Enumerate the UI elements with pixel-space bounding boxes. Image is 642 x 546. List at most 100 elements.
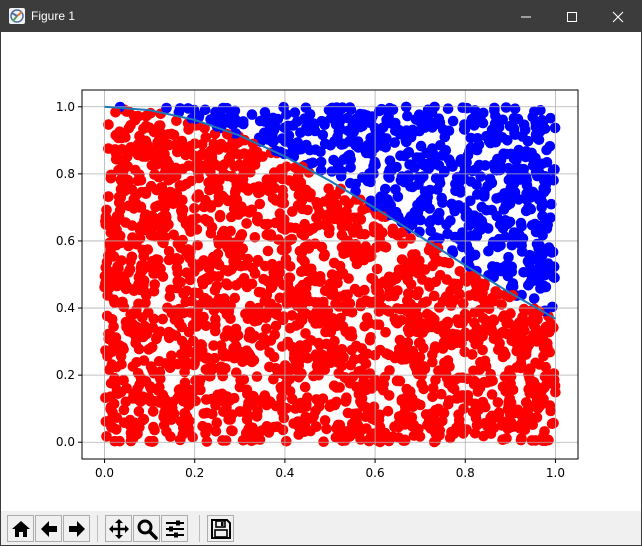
scatter-point	[147, 255, 158, 267]
scatter-point	[465, 251, 477, 262]
arrow-right-icon	[68, 520, 85, 537]
scatter-point	[125, 309, 136, 320]
scatter-point	[387, 208, 399, 220]
scatter-point	[111, 151, 122, 162]
scatter-point	[114, 205, 126, 216]
scatter-point	[496, 132, 508, 143]
scatter-point	[270, 320, 282, 332]
scatter-point	[438, 328, 450, 339]
scatter-point	[334, 260, 346, 272]
scatter-point	[411, 367, 423, 378]
maximize-button[interactable]	[549, 1, 595, 32]
scatter-point	[344, 330, 355, 341]
save-button[interactable]	[207, 515, 234, 542]
scatter-point	[540, 246, 552, 257]
scatter-point	[504, 120, 516, 132]
scatter-chart[interactable]: 0.0 0.2 0.4 0.6 0.8 1.0 0.0 0.2 0.4 0.6 0.8 1.0	[1, 32, 641, 511]
scatter-point	[326, 102, 338, 114]
zoom-button[interactable]	[133, 515, 160, 542]
scatter-point	[106, 359, 118, 370]
minimize-button[interactable]	[503, 1, 549, 32]
magnifier-icon	[137, 519, 158, 540]
scatter-point	[488, 263, 500, 274]
scatter-point	[466, 230, 478, 241]
scatter-point	[237, 356, 248, 368]
scatter-point	[157, 313, 168, 325]
scatter-point	[477, 344, 488, 356]
back-button[interactable]	[35, 515, 62, 542]
scatter-point	[287, 206, 298, 217]
scatter-point	[492, 397, 504, 408]
scatter-point	[136, 186, 148, 198]
scatter-point	[479, 279, 490, 290]
scatter-point	[466, 349, 478, 360]
scatter-point	[445, 157, 457, 169]
scatter-point	[458, 403, 469, 415]
scatter-point	[356, 244, 368, 255]
scatter-point	[124, 264, 136, 275]
scatter-point	[198, 408, 210, 419]
scatter-point	[296, 266, 308, 277]
scatter-point	[109, 435, 121, 447]
scatter-point	[453, 317, 465, 329]
scatter-point	[308, 370, 319, 382]
scatter-point	[334, 419, 346, 431]
scatter-point	[210, 314, 221, 325]
scatter-point	[445, 300, 457, 311]
scatter-point	[138, 414, 150, 425]
scatter-point	[138, 284, 149, 296]
scatter-point	[487, 375, 498, 387]
scatter-point	[147, 406, 159, 417]
scatter-point	[284, 175, 295, 186]
home-button[interactable]	[7, 515, 34, 542]
scatter-point	[401, 304, 413, 316]
pan-button[interactable]	[105, 515, 132, 542]
scatter-point	[242, 401, 254, 413]
figure-canvas[interactable]: 0.0 0.2 0.4 0.6 0.8 1.0 0.0 0.2 0.4 0.6 0.8 1.0	[1, 32, 641, 511]
scatter-point	[302, 352, 313, 364]
scatter-point	[525, 334, 537, 345]
scatter-point	[430, 255, 442, 267]
scatter-point	[527, 419, 538, 431]
scatter-point	[473, 324, 484, 336]
configure-subplots-button[interactable]	[161, 515, 188, 542]
scatter-point	[508, 153, 520, 164]
scatter-point	[310, 421, 322, 432]
scatter-point	[434, 177, 446, 189]
title-bar[interactable]: Figure 1	[1, 1, 641, 32]
scatter-point	[186, 295, 197, 307]
scatter-point	[383, 171, 394, 182]
scatter-point	[265, 229, 277, 240]
close-button[interactable]	[595, 1, 641, 32]
scatter-point	[375, 278, 387, 289]
forward-button[interactable]	[63, 515, 90, 542]
scatter-point	[411, 289, 423, 301]
scatter-point	[421, 161, 432, 172]
scatter-point	[218, 225, 230, 237]
scatter-point	[430, 435, 441, 447]
scatter-point	[246, 278, 258, 290]
scatter-point	[113, 132, 124, 144]
scatter-point	[521, 188, 532, 199]
scatter-point	[163, 139, 175, 151]
scatter-point	[134, 225, 146, 236]
scatter-point	[363, 296, 374, 308]
scatter-point	[396, 354, 408, 365]
scatter-point	[246, 109, 258, 120]
scatter-point	[373, 319, 385, 331]
scatter-point	[487, 136, 499, 148]
scatter-point	[261, 323, 272, 335]
scatter-point	[391, 375, 403, 387]
scatter-point	[104, 237, 115, 249]
scatter-point	[239, 260, 251, 271]
scatter-point	[412, 199, 423, 211]
scatter-point	[309, 125, 321, 137]
scatter-point	[115, 271, 127, 282]
scatter-point	[472, 386, 484, 397]
scatter-point	[133, 298, 144, 310]
scatter-point	[268, 351, 280, 363]
scatter-point	[171, 262, 183, 273]
scatter-point	[461, 102, 473, 114]
scatter-point	[243, 410, 254, 422]
scatter-point	[548, 417, 559, 429]
